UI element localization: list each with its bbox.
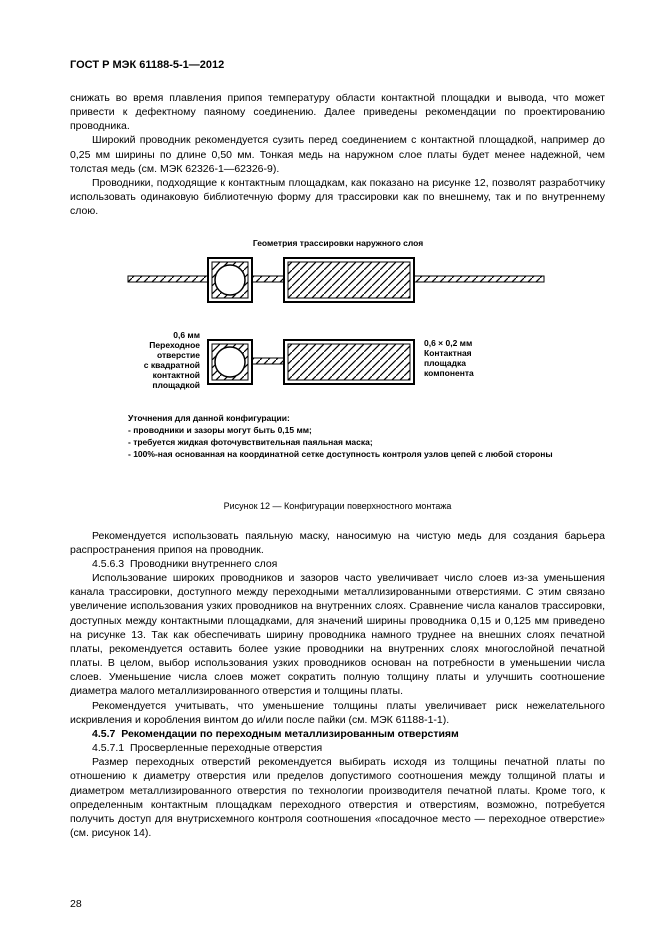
section-4571-heading: 4.5.7.1 Просверленные переходные отверст… <box>70 741 605 755</box>
svg-text:отверстие: отверстие <box>156 350 199 360</box>
svg-text:с квадратной: с квадратной <box>143 360 199 370</box>
svg-text:Контактная: Контактная <box>424 348 472 358</box>
svg-text:- проводники и зазоры могут бы: - проводники и зазоры могут быть 0,15 мм… <box>128 425 312 435</box>
section-title: Просверленные переходные отверстия <box>130 742 322 754</box>
svg-text:площадка: площадка <box>424 358 466 368</box>
figure-12: Геометрия трассировки наружного слоя 0,6… <box>70 236 605 512</box>
svg-text:- 100%-ная основанная на коорд: - 100%-ная основанная на координатной се… <box>128 449 553 459</box>
figure-caption: Рисунок 12 — Конфигурации поверхностного… <box>70 500 605 512</box>
section-4563-heading: 4.5.6.3 Проводники внутреннего слоя <box>70 557 605 571</box>
section-title: Проводники внутреннего слоя <box>130 558 277 570</box>
section-num: 4.5.6.3 <box>92 558 124 570</box>
fig-title: Геометрия трассировки наружного слоя <box>252 238 422 248</box>
section-457-heading: 4.5.7 Рекомендации по переходным металли… <box>70 727 605 741</box>
svg-text:0,6 × 0,2 мм: 0,6 × 0,2 мм <box>424 338 472 348</box>
svg-text:- требуется жидкая фоточувстви: - требуется жидкая фоточувствительная па… <box>128 437 373 447</box>
figure-svg: Геометрия трассировки наружного слоя 0,6… <box>108 236 568 486</box>
section-num: 4.5.7 <box>92 728 115 740</box>
paragraph-5: Использование широких проводников и зазо… <box>70 571 605 699</box>
svg-text:Уточнения для данной конфигура: Уточнения для данной конфигурации: <box>128 413 290 423</box>
paragraph-7: Размер переходных отверстий рекомендуетс… <box>70 755 605 840</box>
svg-text:0,6 мм: 0,6 мм <box>173 330 200 340</box>
document-header: ГОСТ Р МЭК 61188-5-1—2012 <box>70 58 605 73</box>
svg-text:Переходное: Переходное <box>149 340 200 350</box>
svg-text:контактной: контактной <box>152 370 199 380</box>
svg-text:компонента: компонента <box>424 368 474 378</box>
paragraph-1: снижать во время плавления припоя темпер… <box>70 91 605 134</box>
svg-text:площадкой: площадкой <box>152 380 200 390</box>
paragraph-4: Рекомендуется использовать паяльную маск… <box>70 529 605 557</box>
page-number: 28 <box>70 897 82 911</box>
section-num: 4.5.7.1 <box>92 742 124 754</box>
paragraph-3: Проводники, подходящие к контактным площ… <box>70 176 605 219</box>
paragraph-2: Широкий проводник рекомендуется сузить п… <box>70 133 605 176</box>
paragraph-6: Рекомендуется учитывать, что уменьшение … <box>70 699 605 727</box>
section-title: Рекомендации по переходным металлизирова… <box>121 728 459 740</box>
